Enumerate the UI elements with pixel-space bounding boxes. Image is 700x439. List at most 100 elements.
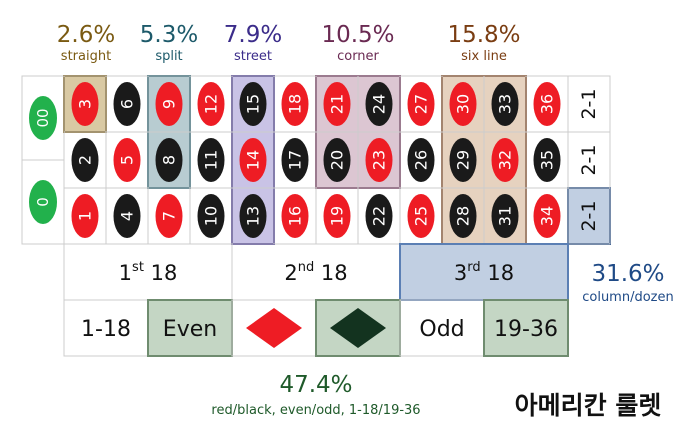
outside-bet-cell	[483, 299, 569, 357]
number-label: 1	[76, 211, 95, 221]
number-chip-red	[113, 138, 141, 182]
number-chip-black	[197, 138, 225, 182]
dozen-label: 2nd 18	[284, 260, 347, 285]
number-label: 6	[118, 99, 137, 109]
number-chip-black	[365, 194, 393, 238]
column-dozen-label: column/dozen	[582, 290, 674, 305]
column-bet-cell	[567, 187, 611, 245]
column-bet-label: 2-1	[578, 200, 600, 231]
number-chip-red	[491, 138, 519, 182]
number-chip-red	[365, 138, 393, 182]
column-dozen-pct: 31.6%	[591, 261, 664, 287]
number-chip-red	[155, 194, 183, 238]
number-label: 23	[370, 150, 389, 170]
number-chip-red	[323, 194, 351, 238]
even-money-pct: 47.4%	[279, 372, 352, 398]
sixline-pct: 15.8%	[447, 22, 520, 48]
straight-pct: 2.6%	[57, 22, 115, 48]
number-label: 17	[286, 150, 305, 170]
split-pct: 5.3%	[140, 22, 198, 48]
number-chip-black	[449, 194, 477, 238]
number-label: 33	[496, 94, 515, 114]
number-label: 4	[118, 211, 137, 221]
number-chip-red	[323, 82, 351, 126]
zero-chip	[29, 96, 57, 140]
number-label: 15	[244, 94, 263, 114]
number-chip-red	[155, 82, 183, 126]
red-diamond-icon	[246, 308, 302, 348]
number-chip-red	[197, 82, 225, 126]
number-chip-black	[491, 82, 519, 126]
number-label: 21	[328, 94, 347, 114]
number-label: 29	[454, 150, 473, 170]
number-chip-black	[239, 82, 267, 126]
number-chip-red	[281, 82, 309, 126]
number-label: 16	[286, 206, 305, 226]
number-chip-black	[533, 138, 561, 182]
number-label: 35	[538, 150, 557, 170]
number-label: 2	[76, 155, 95, 165]
number-chip-black	[155, 138, 183, 182]
number-chip-red	[407, 82, 435, 126]
number-chip-black	[113, 194, 141, 238]
number-chip-red	[71, 194, 99, 238]
number-chip-black	[449, 138, 477, 182]
number-label: 28	[454, 206, 473, 226]
number-label: 12	[202, 94, 221, 114]
number-chip-black	[239, 194, 267, 238]
number-chip-black	[71, 138, 99, 182]
number-chip-red	[449, 82, 477, 126]
number-chip-black	[323, 138, 351, 182]
number-label: 13	[244, 206, 263, 226]
number-label: 10	[202, 206, 221, 226]
number-label: 5	[118, 155, 137, 165]
street-pct: 7.9%	[224, 22, 282, 48]
number-chip-black	[197, 194, 225, 238]
number-label: 34	[538, 206, 557, 226]
outside-bet-cell	[147, 299, 233, 357]
number-chip-black	[113, 82, 141, 126]
number-label: 26	[412, 150, 431, 170]
outside-bet-label: 19-36	[494, 317, 558, 342]
black-diamond-icon	[330, 308, 386, 348]
number-chip-black	[491, 194, 519, 238]
street-label: street	[234, 49, 272, 64]
number-chip-black	[407, 138, 435, 182]
split-label: split	[155, 49, 182, 64]
number-chip-red	[239, 138, 267, 182]
number-chip-black	[365, 82, 393, 126]
number-label: 31	[496, 206, 515, 226]
number-chip-red	[533, 194, 561, 238]
number-label: 9	[160, 99, 179, 109]
outside-bet-label: Even	[163, 317, 217, 342]
outside-bet-label: 1-18	[81, 317, 131, 342]
number-label: 18	[286, 94, 305, 114]
straight-label: straight	[61, 49, 111, 64]
number-label: 7	[160, 211, 179, 221]
number-label: 19	[328, 206, 347, 226]
number-chip-red	[281, 194, 309, 238]
number-chip-red	[71, 82, 99, 126]
outside-bet-label: Odd	[419, 317, 464, 342]
number-chip-black	[281, 138, 309, 182]
zero-label: 00	[34, 108, 52, 127]
number-chip-red	[407, 194, 435, 238]
number-label: 36	[538, 94, 557, 114]
zero-chip	[29, 180, 57, 224]
column-bet-label: 2-1	[578, 144, 600, 175]
number-label: 27	[412, 94, 431, 114]
diagram-title: 아메리칸 룰렛	[515, 391, 662, 420]
number-label: 8	[160, 155, 179, 165]
column-bet-label: 2-1	[578, 88, 600, 119]
number-label: 30	[454, 94, 473, 114]
number-label: 20	[328, 150, 347, 170]
number-label: 32	[496, 150, 515, 170]
number-label: 22	[370, 206, 389, 226]
number-label: 11	[202, 150, 221, 170]
even-money-label: red/black, even/odd, 1-18/19-36	[211, 403, 420, 418]
corner-label: corner	[337, 49, 379, 64]
number-label: 25	[412, 206, 431, 226]
number-label: 3	[76, 99, 95, 109]
